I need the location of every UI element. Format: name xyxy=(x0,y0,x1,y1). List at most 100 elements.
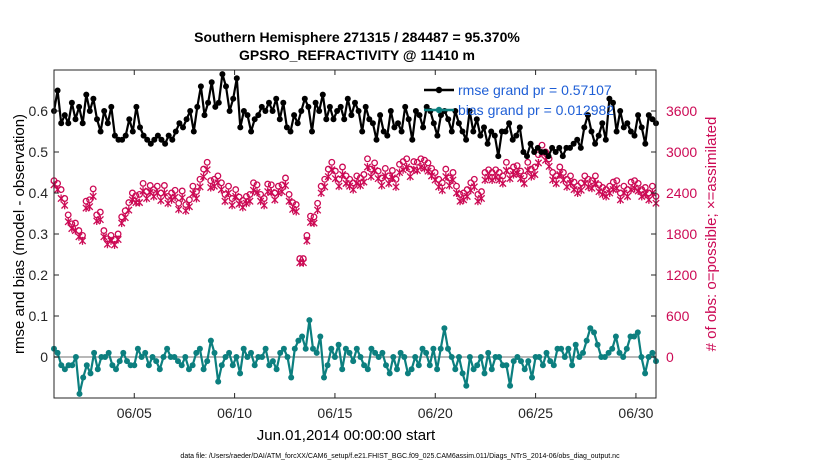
rmse-point xyxy=(301,95,308,102)
bias-point xyxy=(452,366,459,373)
bias-point xyxy=(171,354,178,360)
bias-point xyxy=(394,366,400,373)
obs-count-series-group xyxy=(50,141,660,267)
rmse-point xyxy=(473,116,480,123)
assimilated-obs-marker xyxy=(303,236,311,245)
possible-obs-marker xyxy=(499,172,507,180)
assimilated-obs-marker xyxy=(531,170,539,179)
rmse-point xyxy=(635,112,642,119)
rmse-point xyxy=(606,95,613,102)
bias-point xyxy=(83,362,90,369)
assimilated-obs-marker xyxy=(61,201,69,210)
possible-obs-marker xyxy=(556,163,564,171)
rmse-point xyxy=(470,128,477,135)
assimilated-obs-marker xyxy=(349,185,357,194)
y-axis-left-label: rmse and bias (model - observation) xyxy=(11,114,28,354)
assimilated-obs-marker xyxy=(360,178,368,187)
possible-obs-marker xyxy=(371,159,379,167)
bias-point xyxy=(134,345,141,352)
rmse-point xyxy=(111,132,118,139)
bias-point xyxy=(149,354,156,360)
bias-point xyxy=(634,329,641,336)
assimilated-obs-marker xyxy=(292,207,300,216)
rmse-point xyxy=(642,140,649,147)
rmse-point xyxy=(201,112,208,119)
bias-point xyxy=(124,358,130,365)
bias-point xyxy=(58,362,65,369)
rmse-point xyxy=(387,108,394,114)
possible-obs-marker xyxy=(517,167,525,175)
assimilated-obs-marker xyxy=(499,179,507,188)
rmse-point xyxy=(183,116,190,123)
rmse-point xyxy=(215,99,222,106)
assimilated-obs-marker xyxy=(192,194,201,203)
possible-obs-marker xyxy=(239,197,247,204)
assimilated-obs-marker xyxy=(217,185,226,194)
assimilated-obs-marker xyxy=(638,192,646,201)
bias-point xyxy=(131,362,138,369)
bias-point xyxy=(331,354,338,360)
possible-obs-marker xyxy=(403,155,411,163)
rmse-point xyxy=(101,108,108,114)
assimilated-obs-marker xyxy=(78,236,87,245)
possible-obs-marker xyxy=(136,190,143,198)
assimilated-obs-marker xyxy=(588,184,596,193)
rmse-point xyxy=(398,128,405,135)
bias-point xyxy=(474,362,481,369)
bias-point xyxy=(226,349,233,356)
possible-obs-marker xyxy=(388,167,396,174)
rmse-point xyxy=(488,128,495,135)
bias-point xyxy=(576,354,583,360)
bias-point xyxy=(503,362,510,369)
rmse-point xyxy=(248,128,255,135)
assimilated-obs-marker xyxy=(271,195,279,204)
bias-point xyxy=(525,358,532,365)
rmse-point xyxy=(531,149,538,155)
rmse-point xyxy=(219,71,226,78)
assimilated-obs-marker xyxy=(335,182,343,191)
possible-obs-marker xyxy=(164,192,172,200)
rmse-point xyxy=(273,95,280,102)
rmse-point xyxy=(445,116,452,123)
assimilated-obs-marker xyxy=(114,235,122,244)
rmse-point xyxy=(119,136,126,143)
bias-point xyxy=(642,370,649,377)
rmse-point xyxy=(520,149,527,155)
possible-obs-marker xyxy=(467,179,475,187)
legend-rmse-label: rmse grand pr = 0.57107 xyxy=(458,82,612,98)
rmse-point xyxy=(344,95,351,102)
assimilated-obs-marker xyxy=(313,206,322,215)
bias-point xyxy=(518,358,524,365)
rmse-point xyxy=(477,132,484,139)
rmse-point xyxy=(613,128,620,135)
rmse-point xyxy=(638,124,645,131)
assimilated-obs-marker xyxy=(392,182,400,191)
bias-point xyxy=(529,374,535,381)
rmse-point xyxy=(205,99,212,106)
rmse-point xyxy=(194,103,201,110)
bias-point xyxy=(284,354,291,360)
bias-point xyxy=(612,333,619,340)
possible-obs-marker xyxy=(431,169,439,176)
bias-point xyxy=(507,382,514,389)
data-file-footnote: data file: /Users/raeder/DAI/ATM_forcXX/… xyxy=(180,453,620,460)
bias-point xyxy=(313,349,320,356)
bias-point xyxy=(237,370,244,377)
bias-point xyxy=(423,349,430,356)
bias-point xyxy=(543,349,550,356)
bias-point xyxy=(426,362,433,369)
bias-point xyxy=(558,345,565,352)
rmse-point xyxy=(330,116,337,123)
assimilated-obs-marker xyxy=(203,165,211,174)
rmse-point xyxy=(416,112,423,119)
assimilated-obs-marker xyxy=(406,172,414,181)
bias-point xyxy=(193,349,200,356)
assimilated-obs-marker xyxy=(142,194,151,203)
bias-point xyxy=(510,358,517,365)
possible-obs-marker xyxy=(627,178,635,186)
rmse-point xyxy=(366,116,373,123)
bias-point xyxy=(372,349,379,356)
rmse-point xyxy=(402,103,409,110)
y-right-tick-label: 600 xyxy=(666,308,690,324)
rmse-point xyxy=(570,140,577,147)
